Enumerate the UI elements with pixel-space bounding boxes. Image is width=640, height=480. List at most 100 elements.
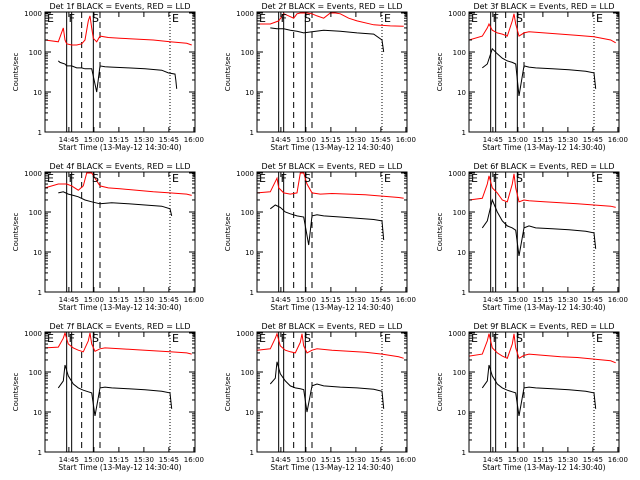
x-axis-label: Start Time (13-May-12 14:30:40) (270, 463, 393, 472)
lld-series-line (469, 173, 616, 208)
y-tick-label: 1 (38, 129, 42, 137)
y-tick-label: 1 (462, 129, 466, 137)
marker-letter: S (92, 332, 99, 345)
y-tick-label: 1000 (236, 10, 254, 18)
plot-frame (468, 11, 620, 133)
x-tick-label: 15:15 (533, 296, 553, 304)
x-tick-label: 15:45 (159, 136, 179, 144)
x-tick-label: 15:45 (159, 456, 179, 464)
x-tick-label: 15:00 (296, 456, 316, 464)
y-axis-label: Counts/sec (224, 373, 232, 412)
panel-title: Det 4f BLACK = Events, RED = LLD (49, 162, 190, 171)
panel-title: Det 8f BLACK = Events, RED = LLD (261, 322, 402, 331)
detector-panel: Det 6f BLACK = Events, RED = LLD 1 10 100 10… (436, 162, 628, 312)
x-axis-label: Start Time (13-May-12 14:30:40) (270, 143, 393, 152)
y-tick-label: 1000 (24, 170, 42, 178)
x-tick-label: 15:45 (371, 296, 391, 304)
y-tick-label: 100 (241, 49, 254, 57)
y-tick-label: 1 (38, 449, 42, 457)
detector-panel: Det 3f BLACK = Events, RED = LLD 1 10 100 10… (436, 2, 628, 152)
y-tick-label: 1 (250, 289, 254, 297)
marker-letter: E (596, 332, 603, 345)
x-tick-label: 16:00 (184, 136, 204, 144)
x-tick-label: 16:00 (608, 296, 628, 304)
panel-title: Det 3f BLACK = Events, RED = LLD (473, 2, 614, 11)
x-tick-label: 15:00 (508, 296, 528, 304)
y-axis-label: Counts/sec (436, 53, 444, 92)
plot-frame (468, 171, 620, 293)
marker-letter: F (281, 332, 287, 345)
x-tick-label: 15:45 (583, 296, 603, 304)
y-tick-label: 1000 (24, 330, 42, 338)
x-tick-label: 15:30 (134, 456, 154, 464)
marker-letter: E (471, 12, 478, 25)
detector-panel: Det 2f BLACK = Events, RED = LLD 1 10 100 10… (224, 2, 416, 152)
plot-frame (468, 331, 620, 453)
x-tick-label: 14:45 (59, 296, 79, 304)
x-axis-label: Start Time (13-May-12 14:30:40) (58, 463, 181, 472)
lld-series-line (257, 332, 404, 359)
marker-letter: E (172, 12, 179, 25)
y-axis-label: Counts/sec (12, 53, 20, 92)
detector-panel: Det 8f BLACK = Events, RED = LLD 1 10 100 10… (224, 322, 416, 472)
marker-letter: F (69, 12, 75, 25)
y-axis-label: Counts/sec (12, 213, 20, 252)
marker-letter: E (259, 332, 266, 345)
panel-title: Det 6f BLACK = Events, RED = LLD (473, 162, 614, 171)
x-tick-label: 14:45 (483, 296, 503, 304)
detector-panel: Det 5f BLACK = Events, RED = LLD 1 10 100 10… (224, 162, 416, 312)
marker-letter: F (281, 12, 287, 25)
plot-frame (44, 331, 196, 453)
y-axis-label: Counts/sec (436, 373, 444, 412)
y-tick-label: 1000 (448, 10, 466, 18)
x-tick-label: 15:45 (371, 136, 391, 144)
y-tick-label: 10 (457, 89, 466, 97)
x-tick-label: 15:00 (84, 456, 104, 464)
y-tick-label: 10 (245, 249, 254, 257)
x-tick-label: 15:30 (558, 456, 578, 464)
lld-series-line (257, 12, 404, 27)
x-tick-label: 15:30 (558, 296, 578, 304)
marker-letter: F (493, 12, 499, 25)
x-tick-label: 16:00 (396, 136, 416, 144)
marker-letter: E (47, 172, 54, 185)
x-tick-label: 15:30 (134, 136, 154, 144)
marker-letter: E (471, 332, 478, 345)
y-tick-label: 100 (453, 369, 466, 377)
x-axis-label: Start Time (13-May-12 14:30:40) (482, 463, 605, 472)
panel-title: Det 7f BLACK = Events, RED = LLD (49, 322, 190, 331)
x-tick-label: 15:00 (84, 136, 104, 144)
panel-title: Det 5f BLACK = Events, RED = LLD (261, 162, 402, 171)
x-tick-label: 16:00 (608, 456, 628, 464)
x-tick-label: 14:45 (59, 136, 79, 144)
y-tick-label: 100 (241, 209, 254, 217)
x-tick-label: 15:45 (583, 136, 603, 144)
marker-letter: S (304, 172, 311, 185)
x-tick-label: 15:30 (558, 136, 578, 144)
y-axis-label: Counts/sec (436, 213, 444, 252)
y-axis-label: Counts/sec (12, 373, 20, 412)
x-axis-label: Start Time (13-May-12 14:30:40) (482, 303, 605, 312)
lld-series-line (469, 333, 616, 364)
y-tick-label: 10 (457, 249, 466, 257)
y-tick-label: 10 (457, 409, 466, 417)
x-tick-label: 15:45 (159, 296, 179, 304)
events-series-line (481, 47, 597, 96)
detector-panel: Det 9f BLACK = Events, RED = LLD 1 10 100 10… (436, 322, 628, 472)
panel-title: Det 1f BLACK = Events, RED = LLD (49, 2, 190, 11)
lld-series-line (45, 15, 192, 46)
y-tick-label: 1 (462, 449, 466, 457)
y-tick-label: 100 (453, 49, 466, 57)
y-tick-label: 1000 (448, 170, 466, 178)
plot-frame (256, 171, 408, 293)
y-tick-label: 10 (33, 409, 42, 417)
x-tick-label: 15:15 (321, 136, 341, 144)
x-axis-label: Start Time (13-May-12 14:30:40) (270, 303, 393, 312)
marker-letter: E (471, 172, 478, 185)
x-axis-label: Start Time (13-May-12 14:30:40) (482, 143, 605, 152)
y-tick-label: 1000 (24, 10, 42, 18)
marker-letter: E (596, 172, 603, 185)
marker-letter: E (172, 332, 179, 345)
marker-letter: E (47, 12, 54, 25)
